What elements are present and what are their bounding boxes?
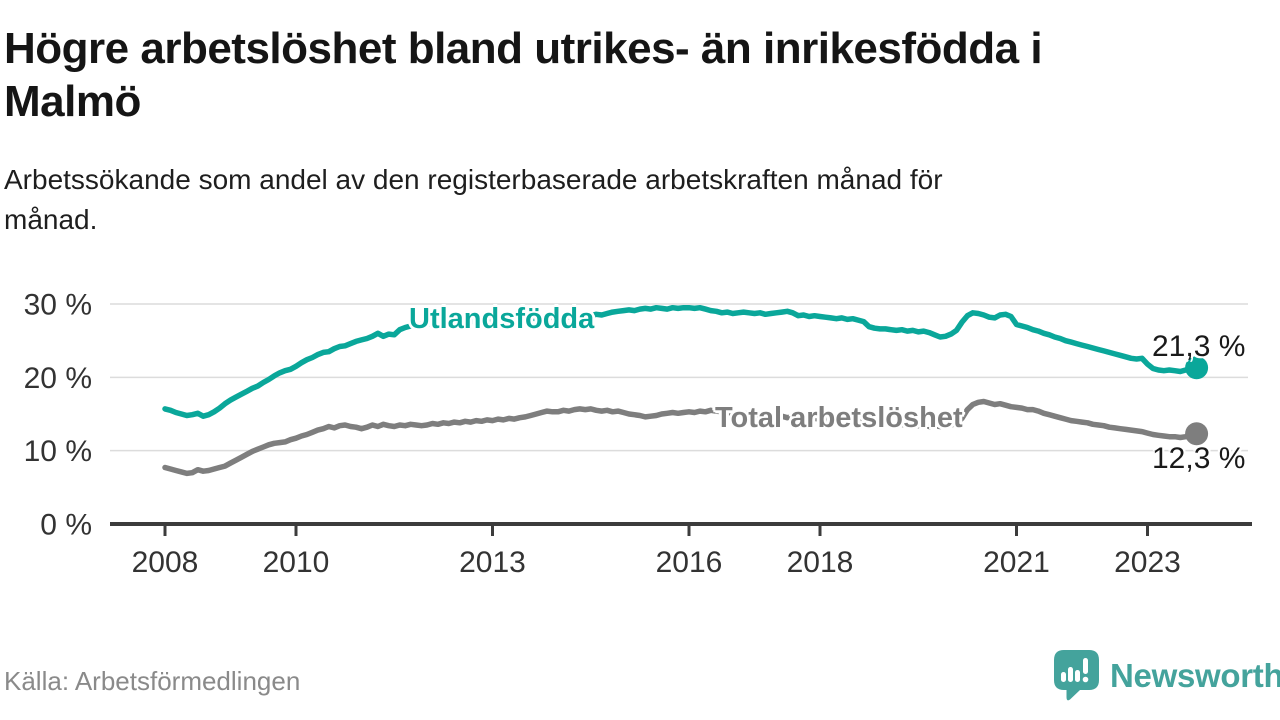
header: Högre arbetslöshet bland utrikes- än inr… [4,22,1043,128]
endpoint-dot-total [1185,422,1209,446]
end-value-label-total: 12,3 % [1152,442,1246,475]
subtitle-line-2: månad. [4,204,98,235]
x-tick-label-2021: 2021 [983,546,1050,579]
newsworthy-logo: Newsworthy [1053,649,1280,702]
end-value-label-utlandsfodda: 21,3 % [1152,330,1246,363]
page-subtitle: Arbetssökande som andel av den registerb… [4,160,943,240]
newsworthy-logo-icon [1054,650,1099,701]
series-label-utlandsfodda: Utlandsfödda [409,303,595,335]
endpoint-dot-utlandsfodda [1185,356,1209,380]
title-line-2: Malmö [4,77,141,126]
y-tick-label-30: 30 % [24,289,92,322]
series-label-total-arbetsloshet: Total arbetslöshet [715,402,963,434]
x-tick-label-2010: 2010 [263,546,330,579]
x-tick-label-2008: 2008 [132,546,199,579]
y-tick-label-20: 20 % [24,362,92,395]
x-tick-label-2013: 2013 [459,546,526,579]
x-tick-label-2016: 2016 [656,546,723,579]
page-title: Högre arbetslöshet bland utrikes- än inr… [4,22,1043,128]
x-tick-label-2018: 2018 [787,546,854,579]
y-tick-label-10: 10 % [24,435,92,468]
title-line-1: Högre arbetslöshet bland utrikes- än inr… [4,24,1043,73]
line-total [162,398,1200,477]
y-tick-label-0: 0 % [40,509,92,542]
subtitle-line-1: Arbetssökande som andel av den registerb… [4,164,943,195]
x-tick-label-2023: 2023 [1114,546,1181,579]
line-utlandsfodda [162,304,1200,419]
newsworthy-logo-text: Newsworthy [1110,656,1280,694]
source-note: Källa: Arbetsförmedlingen [4,666,301,696]
